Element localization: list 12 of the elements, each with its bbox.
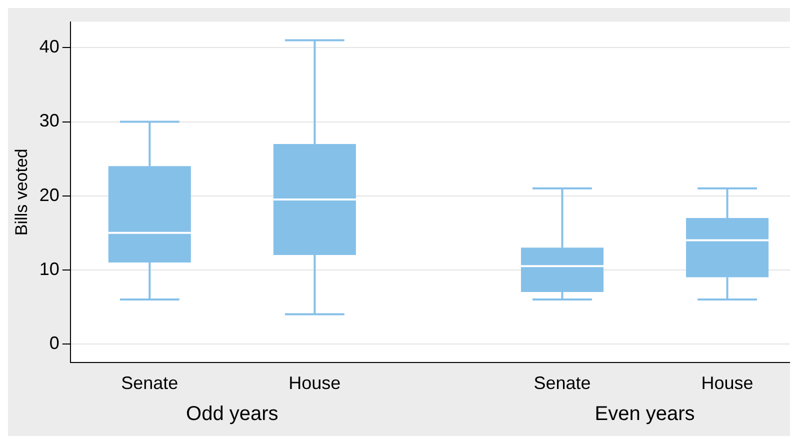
y-tick-label: 40 <box>39 36 60 57</box>
x-tick-label: House <box>701 373 754 394</box>
x-tick-label: Senate <box>121 373 178 394</box>
x-tick-label: House <box>288 373 341 394</box>
y-tick-label: 20 <box>39 184 60 205</box>
x-tick-label: Senate <box>534 373 591 394</box>
y-tick-label: 10 <box>39 258 60 279</box>
text: Even years <box>594 402 695 425</box>
y-tick-label: 0 <box>49 332 60 353</box>
y-tick-label: 30 <box>39 110 60 131</box>
y-axis-title: Bills veoted <box>12 148 31 236</box>
text: Odd years <box>186 402 278 425</box>
